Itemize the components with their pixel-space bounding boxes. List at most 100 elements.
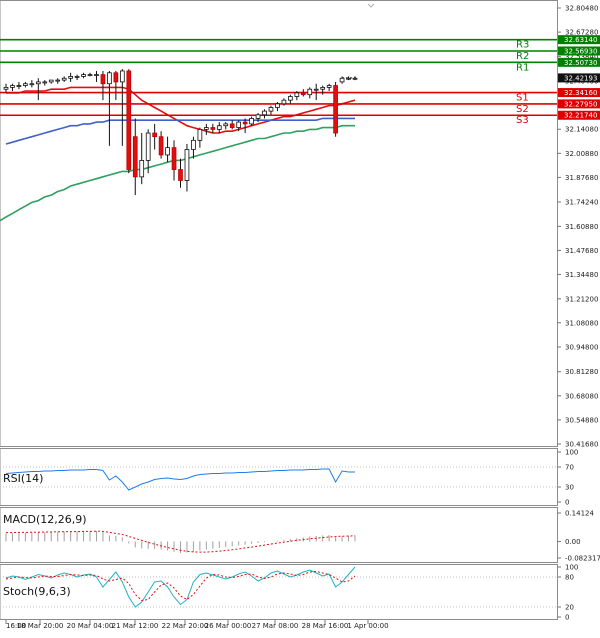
level-name-r3: R3	[516, 40, 529, 51]
level-name-s2: S2	[516, 104, 529, 115]
candle-down	[229, 123, 235, 128]
time-tick-label: 26 Mar 00:00	[205, 622, 252, 630]
stoch-panel: 100 80 20 0	[0, 564, 578, 622]
level-price-tag	[558, 57, 600, 67]
candle-down	[113, 72, 119, 83]
candle-up	[3, 86, 9, 90]
time-tick-label: 27 Mar 08:00	[252, 622, 299, 630]
level-price-tag	[558, 88, 600, 98]
candle-up	[346, 77, 351, 80]
stoch-tick-label: 0	[565, 614, 569, 622]
level-price-label: 32.27950	[564, 100, 597, 108]
candle-up	[55, 79, 61, 82]
candle-up	[262, 110, 267, 116]
candle-up	[42, 81, 48, 84]
price-tick-label: 32.00880	[565, 150, 598, 158]
candle-up	[236, 121, 242, 128]
stoch-tick-label: 20	[565, 604, 574, 612]
candle-up	[184, 149, 190, 181]
price-tick-label: 31.74240	[565, 198, 598, 206]
candle-up	[216, 125, 222, 130]
time-tick-label: 20 Mar 04:00	[67, 622, 114, 630]
time-tick-label: 1 Apr 00:00	[347, 622, 388, 630]
level-price-label: 32.63140	[564, 36, 597, 44]
price-tick-label: 30.54880	[565, 416, 598, 424]
price-tick-label: 31.87680	[565, 174, 598, 182]
candle-up	[307, 88, 313, 96]
candle-up	[81, 74, 86, 77]
candle-down	[178, 169, 183, 181]
rsi-title: RSI(14)	[3, 472, 43, 485]
candle-up	[94, 74, 99, 77]
price-tick-label: 31.60880	[565, 223, 598, 231]
candle-up	[68, 76, 73, 79]
candle-up	[352, 77, 358, 80]
macd-panel: 0.14124 0.00 -0.082317	[5, 510, 600, 563]
stoch-tick-label: 100	[565, 564, 578, 572]
candles	[3, 69, 358, 196]
macd-panel-frame	[0, 507, 558, 563]
candle-up	[288, 96, 293, 101]
pivot-levels: R3 32.63140 R2 32.56930 R1 32.50730 S1 32.34160…	[0, 35, 600, 126]
price-tick-label: 30.81280	[565, 368, 598, 376]
current-price-tag	[558, 73, 600, 83]
candle-up	[326, 85, 332, 88]
level-name-s1: S1	[516, 93, 529, 104]
level-price-label: 32.34160	[564, 89, 597, 97]
macd-tick-label: 0.14124	[565, 510, 594, 518]
level-price-label: 32.56930	[564, 47, 597, 55]
main-panel-frame	[0, 0, 558, 447]
candle-up	[23, 83, 28, 86]
candle-up	[204, 127, 209, 130]
time-tick-label: 21 Mar 12:00	[112, 622, 159, 630]
candle-up	[145, 132, 151, 161]
candle-up	[275, 103, 280, 108]
candle-down	[242, 121, 248, 125]
current-price: 32.42193	[342, 73, 600, 83]
chevron-down-icon[interactable]	[367, 3, 375, 8]
macd-signal-line	[6, 530, 356, 553]
panel-frames	[0, 0, 558, 620]
candle-up	[29, 83, 35, 86]
level-price-tag	[558, 99, 600, 109]
candle-up	[35, 81, 41, 85]
rsi-panel: 100 70 30 0	[0, 449, 578, 507]
price-tick-label: 30.94800	[565, 344, 598, 352]
price-tick-label: 31.08080	[565, 319, 598, 327]
candle-up	[10, 85, 15, 88]
rsi-tick-label: 70	[565, 464, 574, 472]
candle-up	[139, 160, 145, 178]
time-tick-label: 16:00	[6, 622, 26, 630]
candle-down	[333, 85, 338, 134]
time-tick-label: 18 Mar 20:00	[17, 622, 64, 630]
price-tick-label: 30.41680	[565, 441, 598, 449]
rsi-tick-label: 30	[565, 484, 574, 492]
price-tick-label: 31.47680	[565, 247, 598, 255]
level-name-r2: R2	[516, 51, 529, 62]
time-tick-label: 22 Mar 20:00	[162, 622, 209, 630]
candle-up	[197, 128, 203, 141]
macd-title: MACD(12,26,9)	[3, 513, 87, 526]
candle-down	[158, 136, 164, 156]
candle-down	[100, 74, 106, 85]
macd-tick-label: 0.00	[565, 538, 581, 546]
level-price-label: 32.21740	[564, 112, 597, 120]
price-tick-label: 31.21200	[565, 295, 598, 303]
candle-up	[107, 72, 112, 85]
candle-up	[281, 99, 287, 105]
level-name-r1: R1	[516, 62, 529, 73]
level-price-tag	[558, 46, 600, 56]
candle-down	[126, 70, 132, 170]
candle-down	[132, 136, 138, 178]
rsi-line	[5, 468, 355, 491]
stoch-panel-frame	[0, 564, 558, 620]
price-tick-label: 32.14080	[565, 126, 598, 134]
candle-up	[294, 92, 300, 97]
macd-tick-label: -0.082317	[565, 555, 600, 563]
price-tick-label: 31.34480	[565, 271, 598, 279]
candle-up	[313, 88, 319, 91]
candle-up	[87, 74, 93, 77]
